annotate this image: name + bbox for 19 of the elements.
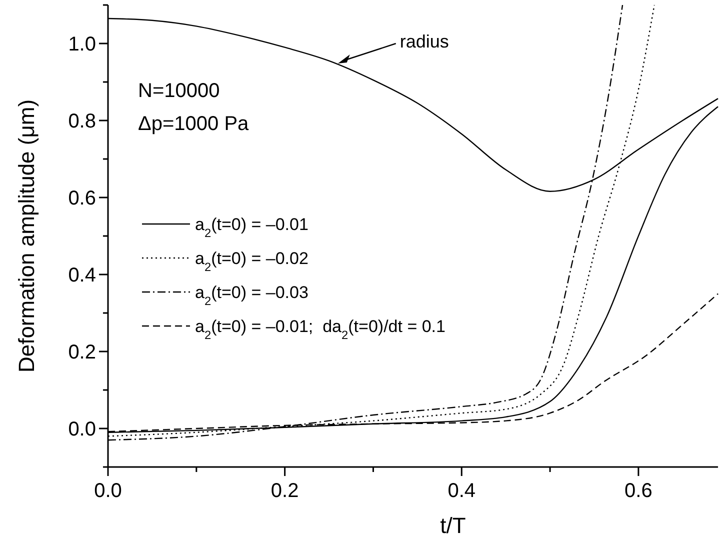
y-tick-label: 0.4 (68, 264, 96, 286)
y-axis-title: Deformation amplitude (μm) (14, 99, 39, 373)
annotation: N=10000 (138, 80, 220, 102)
y-tick-label: 0.0 (68, 418, 96, 440)
legend-label: a$_{2}$(t=0) = –0.02 (195, 249, 308, 274)
legend-label: a$_{2}$(t=0) = –0.03 (195, 283, 308, 308)
y-tick-label: 0.8 (68, 110, 96, 132)
x-tick-label: 0.4 (448, 480, 476, 502)
y-tick-label: 0.6 (68, 188, 96, 210)
annotation: Δp=1000 Pa (138, 113, 250, 135)
annotation: radius (400, 32, 449, 52)
x-tick-label: 0.2 (270, 480, 299, 502)
x-tick-label: 0.0 (94, 480, 122, 502)
y-tick-label: 1.0 (68, 34, 96, 56)
x-tick-label: 0.6 (624, 480, 652, 502)
legend-label: a$_{2}$(t=0) = –0.01; da$_{2}$(t=0)/dt = 0.1 (195, 317, 446, 342)
legend-label: a$_{2}$(t=0) = –0.01 (195, 215, 308, 240)
x-axis-title: t/T (440, 513, 466, 538)
y-tick-label: 0.2 (68, 342, 96, 364)
